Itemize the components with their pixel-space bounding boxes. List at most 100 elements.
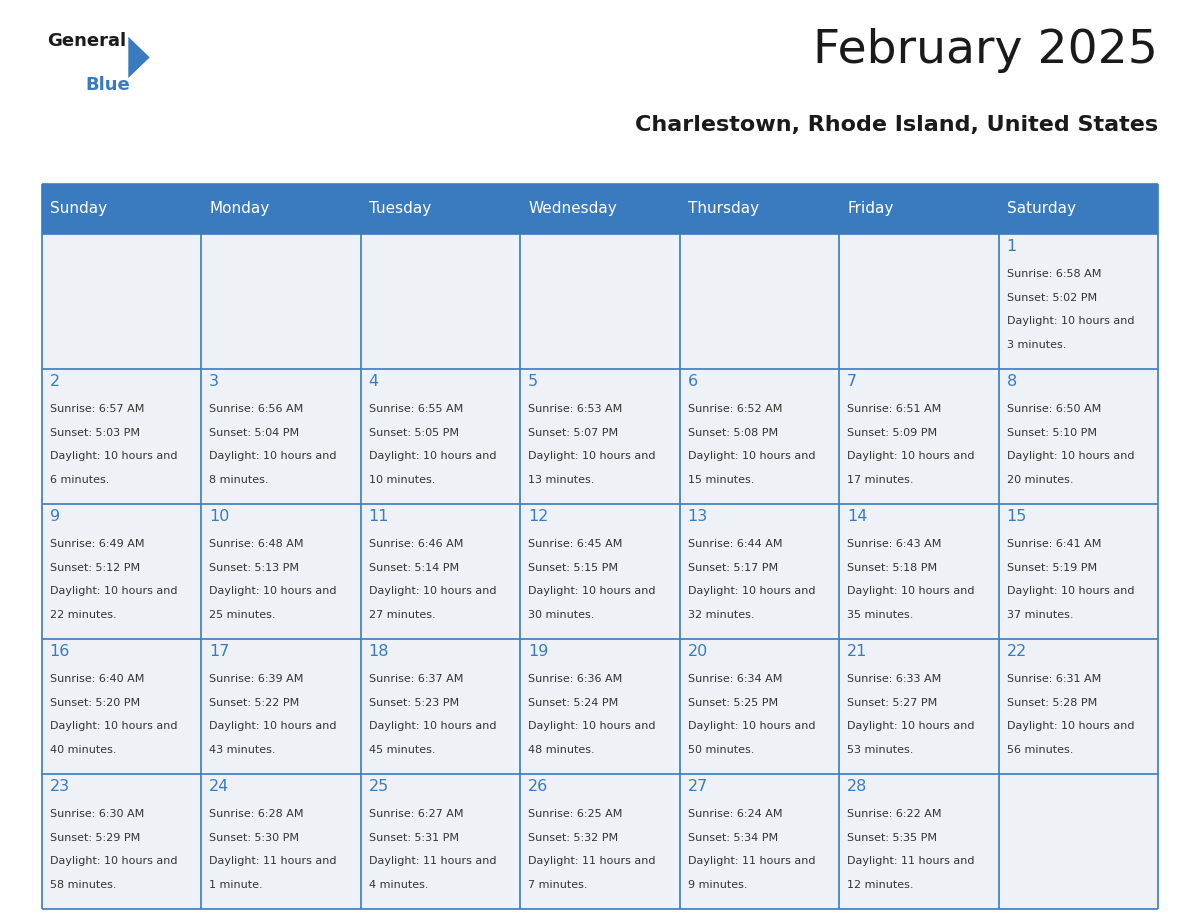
Text: Sunrise: 6:36 AM: Sunrise: 6:36 AM xyxy=(529,674,623,684)
Text: 23: 23 xyxy=(50,779,70,794)
Text: 8 minutes.: 8 minutes. xyxy=(209,475,268,485)
Text: Sunrise: 6:33 AM: Sunrise: 6:33 AM xyxy=(847,674,941,684)
Text: Daylight: 10 hours and: Daylight: 10 hours and xyxy=(50,587,177,597)
Text: 4 minutes.: 4 minutes. xyxy=(368,879,428,890)
Text: 27 minutes.: 27 minutes. xyxy=(368,610,435,620)
Bar xyxy=(42,504,201,639)
Text: Blue: Blue xyxy=(86,76,131,95)
Text: Sunset: 5:23 PM: Sunset: 5:23 PM xyxy=(368,698,459,708)
Bar xyxy=(42,639,201,774)
Text: 13 minutes.: 13 minutes. xyxy=(529,475,594,485)
Text: Sunrise: 6:22 AM: Sunrise: 6:22 AM xyxy=(847,809,942,819)
Text: Daylight: 10 hours and: Daylight: 10 hours and xyxy=(1006,452,1135,462)
Text: Sunset: 5:15 PM: Sunset: 5:15 PM xyxy=(529,563,618,573)
Bar xyxy=(361,369,520,504)
Text: 9: 9 xyxy=(50,509,59,524)
Text: Daylight: 10 hours and: Daylight: 10 hours and xyxy=(529,587,656,597)
Text: 5: 5 xyxy=(529,375,538,389)
Bar xyxy=(680,234,839,369)
Text: Sunset: 5:12 PM: Sunset: 5:12 PM xyxy=(50,563,140,573)
Bar xyxy=(520,504,680,639)
Text: Daylight: 10 hours and: Daylight: 10 hours and xyxy=(529,452,656,462)
Bar xyxy=(839,234,999,369)
Text: 12 minutes.: 12 minutes. xyxy=(847,879,914,890)
Text: Sunrise: 6:41 AM: Sunrise: 6:41 AM xyxy=(1006,539,1101,549)
Text: Sunset: 5:14 PM: Sunset: 5:14 PM xyxy=(368,563,459,573)
Text: 19: 19 xyxy=(529,644,549,659)
Bar xyxy=(680,504,839,639)
Text: Sunday: Sunday xyxy=(50,201,107,217)
Text: Sunrise: 6:55 AM: Sunrise: 6:55 AM xyxy=(368,404,463,414)
Text: Sunset: 5:25 PM: Sunset: 5:25 PM xyxy=(688,698,778,708)
Text: February 2025: February 2025 xyxy=(814,28,1158,73)
Text: Daylight: 10 hours and: Daylight: 10 hours and xyxy=(847,587,974,597)
Text: Daylight: 11 hours and: Daylight: 11 hours and xyxy=(847,856,974,867)
Text: 58 minutes.: 58 minutes. xyxy=(50,879,116,890)
Text: 4: 4 xyxy=(368,375,379,389)
Text: Sunrise: 6:57 AM: Sunrise: 6:57 AM xyxy=(50,404,144,414)
Text: Sunset: 5:13 PM: Sunset: 5:13 PM xyxy=(209,563,299,573)
Bar xyxy=(201,234,361,369)
Text: 15 minutes.: 15 minutes. xyxy=(688,475,754,485)
Text: Sunrise: 6:58 AM: Sunrise: 6:58 AM xyxy=(1006,269,1101,279)
Text: Monday: Monday xyxy=(209,201,270,217)
Text: 13: 13 xyxy=(688,509,708,524)
Bar xyxy=(839,639,999,774)
Text: Sunrise: 6:53 AM: Sunrise: 6:53 AM xyxy=(529,404,623,414)
Bar xyxy=(999,234,1158,369)
Bar xyxy=(201,184,361,234)
Text: Saturday: Saturday xyxy=(1006,201,1076,217)
Text: Sunrise: 6:40 AM: Sunrise: 6:40 AM xyxy=(50,674,144,684)
Text: 2: 2 xyxy=(50,375,59,389)
Polygon shape xyxy=(128,37,150,78)
Text: 26: 26 xyxy=(529,779,549,794)
Bar xyxy=(520,639,680,774)
Text: Daylight: 11 hours and: Daylight: 11 hours and xyxy=(209,856,336,867)
Text: Charlestown, Rhode Island, United States: Charlestown, Rhode Island, United States xyxy=(636,115,1158,135)
Text: 45 minutes.: 45 minutes. xyxy=(368,744,435,755)
Text: 28: 28 xyxy=(847,779,867,794)
Bar xyxy=(201,774,361,909)
Text: 14: 14 xyxy=(847,509,867,524)
Text: Daylight: 10 hours and: Daylight: 10 hours and xyxy=(209,452,336,462)
Text: Sunrise: 6:43 AM: Sunrise: 6:43 AM xyxy=(847,539,942,549)
Text: Sunset: 5:05 PM: Sunset: 5:05 PM xyxy=(368,428,459,438)
Text: 25 minutes.: 25 minutes. xyxy=(209,610,276,620)
Text: Wednesday: Wednesday xyxy=(529,201,617,217)
Text: 8: 8 xyxy=(1006,375,1017,389)
Text: Thursday: Thursday xyxy=(688,201,759,217)
Text: 10 minutes.: 10 minutes. xyxy=(368,475,435,485)
Text: 56 minutes.: 56 minutes. xyxy=(1006,744,1073,755)
Text: 1 minute.: 1 minute. xyxy=(209,879,263,890)
Text: 16: 16 xyxy=(50,644,70,659)
Text: Daylight: 10 hours and: Daylight: 10 hours and xyxy=(50,452,177,462)
Bar xyxy=(42,774,201,909)
Text: Daylight: 11 hours and: Daylight: 11 hours and xyxy=(688,856,815,867)
Text: Daylight: 10 hours and: Daylight: 10 hours and xyxy=(1006,317,1135,327)
Text: Daylight: 10 hours and: Daylight: 10 hours and xyxy=(1006,722,1135,732)
Text: Sunset: 5:35 PM: Sunset: 5:35 PM xyxy=(847,833,937,843)
Text: Sunset: 5:07 PM: Sunset: 5:07 PM xyxy=(529,428,618,438)
Bar xyxy=(839,369,999,504)
Bar xyxy=(839,774,999,909)
Text: Daylight: 10 hours and: Daylight: 10 hours and xyxy=(688,587,815,597)
Text: 15: 15 xyxy=(1006,509,1028,524)
Text: 50 minutes.: 50 minutes. xyxy=(688,744,754,755)
Text: Sunset: 5:20 PM: Sunset: 5:20 PM xyxy=(50,698,140,708)
Text: 1: 1 xyxy=(1006,240,1017,254)
Text: Daylight: 10 hours and: Daylight: 10 hours and xyxy=(688,722,815,732)
Text: Sunrise: 6:49 AM: Sunrise: 6:49 AM xyxy=(50,539,144,549)
Text: Sunrise: 6:24 AM: Sunrise: 6:24 AM xyxy=(688,809,782,819)
Text: Daylight: 10 hours and: Daylight: 10 hours and xyxy=(368,452,497,462)
Text: 6: 6 xyxy=(688,375,697,389)
Text: 43 minutes.: 43 minutes. xyxy=(209,744,276,755)
Bar xyxy=(361,639,520,774)
Text: Sunset: 5:24 PM: Sunset: 5:24 PM xyxy=(529,698,619,708)
Text: Sunset: 5:03 PM: Sunset: 5:03 PM xyxy=(50,428,139,438)
Text: Daylight: 10 hours and: Daylight: 10 hours and xyxy=(847,452,974,462)
Text: Sunrise: 6:51 AM: Sunrise: 6:51 AM xyxy=(847,404,941,414)
Text: Sunrise: 6:48 AM: Sunrise: 6:48 AM xyxy=(209,539,304,549)
Text: Sunset: 5:30 PM: Sunset: 5:30 PM xyxy=(209,833,299,843)
Text: Sunrise: 6:50 AM: Sunrise: 6:50 AM xyxy=(1006,404,1101,414)
Bar xyxy=(999,369,1158,504)
